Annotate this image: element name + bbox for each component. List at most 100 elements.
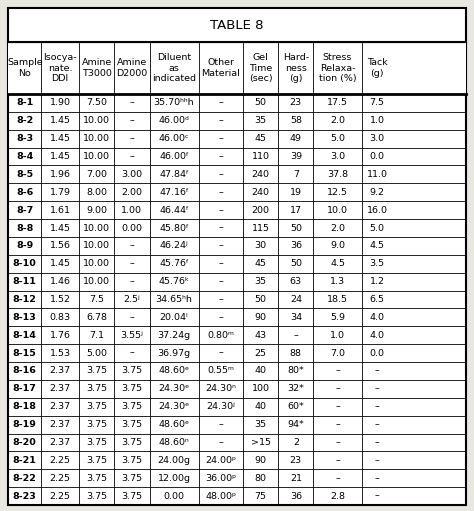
Text: 8-10: 8-10 bbox=[13, 259, 36, 268]
Text: 115: 115 bbox=[252, 223, 270, 233]
Text: –: – bbox=[219, 420, 223, 429]
Text: 35: 35 bbox=[255, 117, 267, 125]
Text: 24.30ⁿ: 24.30ⁿ bbox=[205, 384, 236, 393]
Text: 8-15: 8-15 bbox=[13, 349, 36, 358]
Text: 1.45: 1.45 bbox=[50, 259, 71, 268]
Text: –: – bbox=[293, 331, 298, 340]
Text: 7.5: 7.5 bbox=[370, 99, 384, 107]
Text: 8-2: 8-2 bbox=[16, 117, 33, 125]
Text: 3.75: 3.75 bbox=[121, 366, 143, 376]
Text: –: – bbox=[335, 474, 340, 483]
Text: Amine
T3000: Amine T3000 bbox=[82, 58, 112, 78]
Text: Isocya-
nate.
DDI: Isocya- nate. DDI bbox=[44, 53, 77, 83]
Text: 2.25: 2.25 bbox=[50, 474, 71, 483]
Text: 1.2: 1.2 bbox=[370, 277, 384, 286]
Text: Hard-
ness
(g): Hard- ness (g) bbox=[283, 53, 309, 83]
Text: –: – bbox=[375, 456, 380, 465]
Text: 0.80ᵐ: 0.80ᵐ bbox=[207, 331, 234, 340]
Text: 32*: 32* bbox=[287, 384, 304, 393]
Text: 3.0: 3.0 bbox=[330, 152, 345, 161]
Text: Gel
Time
(sec): Gel Time (sec) bbox=[249, 53, 273, 83]
Text: –: – bbox=[335, 384, 340, 393]
Text: 7.1: 7.1 bbox=[89, 331, 104, 340]
Text: 21: 21 bbox=[290, 474, 302, 483]
Text: 1.45: 1.45 bbox=[50, 152, 71, 161]
Text: 0.00: 0.00 bbox=[164, 492, 184, 501]
Text: –: – bbox=[375, 438, 380, 447]
Text: 8-3: 8-3 bbox=[16, 134, 33, 143]
Text: 2.25: 2.25 bbox=[50, 492, 71, 501]
Text: 3.75: 3.75 bbox=[121, 492, 143, 501]
Text: 1.96: 1.96 bbox=[50, 170, 71, 179]
Text: –: – bbox=[129, 99, 134, 107]
Text: 45.76ᶠ: 45.76ᶠ bbox=[159, 259, 189, 268]
Text: –: – bbox=[219, 349, 223, 358]
Text: –: – bbox=[375, 366, 380, 376]
Text: –: – bbox=[219, 205, 223, 215]
Text: 8-20: 8-20 bbox=[13, 438, 36, 447]
Text: 1.0: 1.0 bbox=[370, 117, 384, 125]
Text: 3.75: 3.75 bbox=[86, 384, 107, 393]
Text: 3.75: 3.75 bbox=[121, 384, 143, 393]
Text: 36.00ᵖ: 36.00ᵖ bbox=[205, 474, 237, 483]
Text: 45: 45 bbox=[255, 134, 266, 143]
Text: 2.0: 2.0 bbox=[330, 223, 345, 233]
Text: 12.5: 12.5 bbox=[327, 188, 348, 197]
Text: 36: 36 bbox=[290, 492, 302, 501]
Text: 3.75: 3.75 bbox=[121, 420, 143, 429]
Text: –: – bbox=[219, 259, 223, 268]
Bar bbox=[8, 42, 466, 94]
Text: 110: 110 bbox=[252, 152, 270, 161]
Text: 8-5: 8-5 bbox=[16, 170, 33, 179]
Text: 23: 23 bbox=[290, 99, 302, 107]
Text: 60*: 60* bbox=[287, 402, 304, 411]
Text: –: – bbox=[335, 366, 340, 376]
Text: Stress
Relaxa-
tion (%): Stress Relaxa- tion (%) bbox=[319, 53, 356, 83]
Text: 1.76: 1.76 bbox=[50, 331, 71, 340]
Text: –: – bbox=[219, 241, 223, 250]
Text: 3.75: 3.75 bbox=[86, 402, 107, 411]
Text: –: – bbox=[129, 349, 134, 358]
Text: >15: >15 bbox=[251, 438, 271, 447]
Text: 2.25: 2.25 bbox=[50, 456, 71, 465]
Text: –: – bbox=[375, 492, 380, 501]
Text: 49: 49 bbox=[290, 134, 302, 143]
Text: –: – bbox=[219, 313, 223, 322]
Text: 5.0: 5.0 bbox=[370, 223, 384, 233]
Text: 0.00: 0.00 bbox=[121, 223, 142, 233]
Text: –: – bbox=[219, 223, 223, 233]
Text: 240: 240 bbox=[252, 188, 270, 197]
Text: –: – bbox=[335, 438, 340, 447]
Text: 50: 50 bbox=[255, 99, 266, 107]
Text: 3.75: 3.75 bbox=[121, 474, 143, 483]
Text: 7.0: 7.0 bbox=[330, 349, 345, 358]
Text: 63: 63 bbox=[290, 277, 302, 286]
Text: 24.00g: 24.00g bbox=[157, 456, 191, 465]
Text: 50: 50 bbox=[255, 295, 266, 304]
Text: 45: 45 bbox=[255, 259, 266, 268]
Text: 10.0: 10.0 bbox=[327, 205, 348, 215]
Text: –: – bbox=[219, 188, 223, 197]
Text: 50: 50 bbox=[290, 223, 302, 233]
Text: 1.90: 1.90 bbox=[50, 99, 71, 107]
Text: 2.0: 2.0 bbox=[330, 117, 345, 125]
Text: –: – bbox=[375, 420, 380, 429]
Text: 94*: 94* bbox=[287, 420, 304, 429]
Text: 34: 34 bbox=[290, 313, 302, 322]
Text: 0.0: 0.0 bbox=[370, 349, 384, 358]
Text: 12.00g: 12.00g bbox=[157, 474, 191, 483]
Text: 8-19: 8-19 bbox=[13, 420, 36, 429]
Text: 24.00ᵖ: 24.00ᵖ bbox=[205, 456, 236, 465]
Text: 10.00: 10.00 bbox=[83, 117, 110, 125]
Text: 46.00ᵈ: 46.00ᵈ bbox=[159, 117, 190, 125]
Text: 75: 75 bbox=[255, 492, 266, 501]
Text: 9.0: 9.0 bbox=[330, 241, 345, 250]
Text: –: – bbox=[129, 241, 134, 250]
Text: –: – bbox=[219, 152, 223, 161]
Text: 17.5: 17.5 bbox=[327, 99, 348, 107]
Text: 8-1: 8-1 bbox=[16, 99, 33, 107]
Text: 8-13: 8-13 bbox=[13, 313, 36, 322]
Text: –: – bbox=[375, 384, 380, 393]
Text: 7.5: 7.5 bbox=[89, 295, 104, 304]
Text: 8-22: 8-22 bbox=[13, 474, 36, 483]
